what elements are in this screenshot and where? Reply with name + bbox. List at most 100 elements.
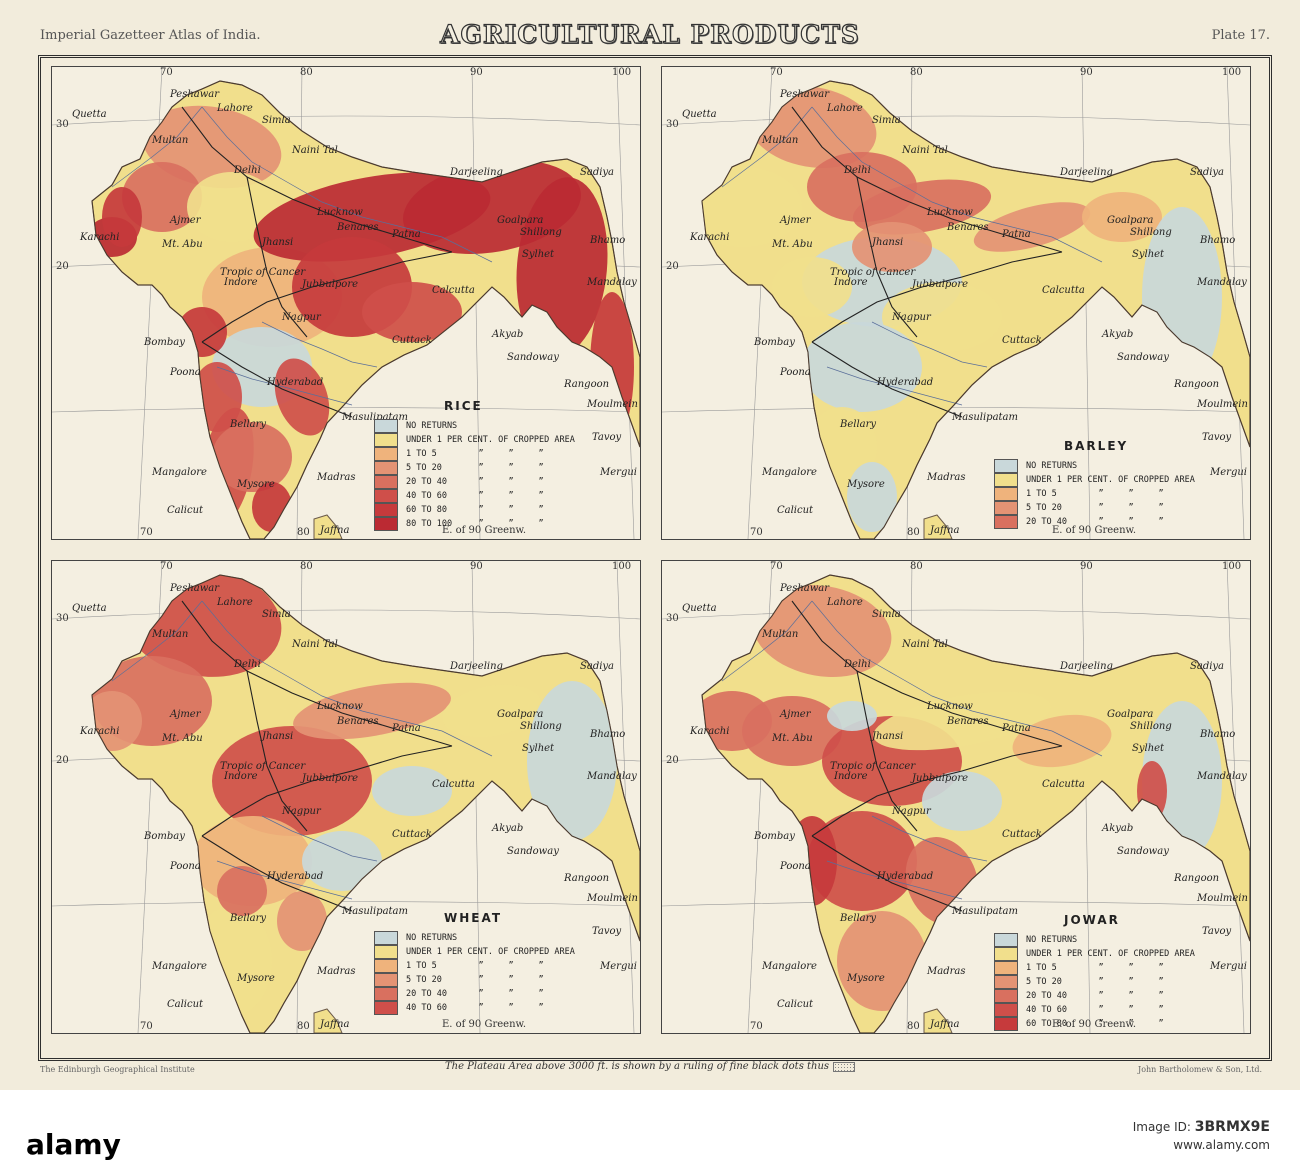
place-label-nagpur: Nagpur	[282, 312, 321, 323]
coastline	[91, 80, 640, 539]
place-label-multan: Multan	[762, 629, 799, 640]
legend-row: 40 TO 60 ” ” ”	[994, 1003, 1195, 1017]
longitude-tick: 100	[612, 67, 632, 78]
place-label-sandoway: Sandoway	[507, 846, 559, 857]
place-label-hyderabad: Hyderabad	[267, 871, 324, 882]
longitude-tick: 70	[770, 67, 783, 78]
ditto-mark: ”	[1158, 503, 1164, 513]
place-label-multan: Multan	[152, 629, 189, 640]
place-label-poona: Poona	[170, 861, 201, 872]
legend-label: 1 TO 5	[1026, 489, 1057, 499]
ditto-mark: ”	[1128, 963, 1134, 973]
ditto-mark: ”	[478, 491, 484, 501]
graticule-line	[616, 67, 635, 539]
legend-row: 5 TO 20 ” ” ”	[374, 973, 575, 987]
ditto-mark: ”	[538, 961, 544, 971]
place-label-tropic: Tropic of Cancer	[830, 267, 916, 278]
atlas-name: Imperial Gazetteer Atlas of India.	[40, 28, 261, 43]
ceylon-landmass	[923, 1008, 953, 1033]
place-label-rangoon: Rangoon	[1174, 873, 1220, 884]
ditto-mark: ”	[538, 477, 544, 487]
legend-label: 40 TO 60	[1026, 1005, 1067, 1015]
place-label-darjeeling: Darjeeling	[450, 661, 503, 672]
graticule-line	[662, 901, 1250, 907]
jowar-legend: JOWAR NO RETURNS UNDER 1 PER CENT. OF CROP…	[994, 913, 1195, 1031]
place-label-darjeeling: Darjeeling	[1060, 167, 1113, 178]
place-label-calcutta: Calcutta	[432, 285, 475, 296]
place-label-peshawar: Peshawar	[780, 89, 830, 100]
place-label-multan: Multan	[762, 135, 799, 146]
river	[811, 106, 1103, 263]
place-label-simla: Simla	[872, 115, 901, 126]
latitude-tick: 20	[666, 261, 679, 272]
legend-label: 1 TO 5	[406, 961, 437, 971]
place-label-goalpara: Goalpara	[1107, 215, 1154, 226]
river	[111, 600, 203, 682]
legend-row: 1 TO 5 ” ” ”	[374, 959, 575, 973]
place-label-lucknow: Lucknow	[927, 207, 973, 218]
place-label-jhansi: Jhansi	[262, 731, 294, 742]
crop-region-no-returns	[847, 462, 897, 532]
place-label-patna: Patna	[1002, 229, 1031, 240]
place-label-sylhet: Sylhet	[522, 743, 555, 754]
place-label-sadiya: Sadiya	[1190, 167, 1225, 178]
crop-region-r40-60	[212, 726, 372, 836]
place-label-goalpara: Goalpara	[1107, 709, 1154, 720]
ditto-mark: ”	[1128, 503, 1134, 513]
place-label-mysore: Mysore	[847, 973, 885, 984]
legend-title: RICE	[444, 399, 483, 413]
place-label-masulipatam: Masulipatam	[342, 906, 408, 917]
legend-row: NO RETURNS	[994, 933, 1195, 947]
river	[216, 366, 353, 406]
ditto-mark: ”	[1098, 517, 1104, 527]
place-label-sandoway: Sandoway	[507, 352, 559, 363]
place-label-calicut: Calicut	[777, 999, 814, 1010]
latitude-tick: 30	[56, 119, 69, 130]
place-label-cuttack: Cuttack	[392, 829, 432, 840]
place-label-peshawar: Peshawar	[170, 583, 220, 594]
ditto-mark: ”	[538, 491, 544, 501]
place-label-moulmein: Moulmein	[1197, 399, 1248, 410]
crop-region-r1-5	[1012, 714, 1112, 768]
latitude-tick: 30	[666, 119, 679, 130]
jowar-map-graphic	[662, 561, 1250, 1033]
railway-line	[201, 835, 353, 912]
place-label-delhi: Delhi	[844, 165, 871, 176]
plateau-note-text: The Plateau Area above 3000 ft. is shown…	[444, 1061, 830, 1072]
longitude-tick: 100	[612, 561, 632, 572]
place-label-hyderabad: Hyderabad	[877, 377, 934, 388]
river	[826, 860, 963, 900]
railway-line	[811, 341, 963, 418]
place-label-jaffna: Jaffna	[930, 525, 960, 536]
place-label-lucknow: Lucknow	[927, 701, 973, 712]
place-label-indore: Indore	[834, 771, 868, 782]
image-id: 3BRMX9E	[1194, 1119, 1270, 1135]
legend-row: 1 TO 5 ” ” ”	[374, 447, 575, 461]
place-label-rangoon: Rangoon	[1174, 379, 1220, 390]
publisher-credit: The Edinburgh Geographical Institute	[40, 1065, 195, 1074]
legend-label: 40 TO 60	[406, 1003, 447, 1013]
place-label-lahore: Lahore	[217, 597, 253, 608]
ditto-mark: ”	[538, 519, 544, 529]
plateau-note: The Plateau Area above 3000 ft. is shown…	[0, 1061, 1300, 1072]
place-label-akyab: Akyab	[1102, 823, 1134, 834]
ditto-mark: ”	[1098, 977, 1104, 987]
stock-banner: alamy Image ID: 3BRMX9E www.alamy.com	[0, 1090, 1300, 1172]
place-label-quetta: Quetta	[72, 109, 107, 120]
ditto-mark: ”	[508, 477, 514, 487]
ditto-mark: ”	[508, 449, 514, 459]
ditto-mark: ”	[1158, 1005, 1164, 1015]
ditto-mark: ”	[478, 477, 484, 487]
longitude-tick: 80	[910, 67, 923, 78]
place-label-mangalore: Mangalore	[152, 961, 207, 972]
crop-region-under-1	[187, 172, 277, 242]
meridian-note: E. of 90 Greenw.	[442, 1019, 527, 1030]
crop-region-r5-20	[752, 585, 892, 677]
place-label-indore: Indore	[224, 277, 258, 288]
longitude-tick: 100	[1222, 561, 1242, 572]
place-label-mt-abu: Mt. Abu	[772, 733, 813, 744]
legend-row: 5 TO 20 ” ” ”	[994, 975, 1195, 989]
place-label-madras: Madras	[317, 966, 356, 977]
longitude-tick: 70	[160, 561, 173, 572]
place-label-madras: Madras	[927, 472, 966, 483]
